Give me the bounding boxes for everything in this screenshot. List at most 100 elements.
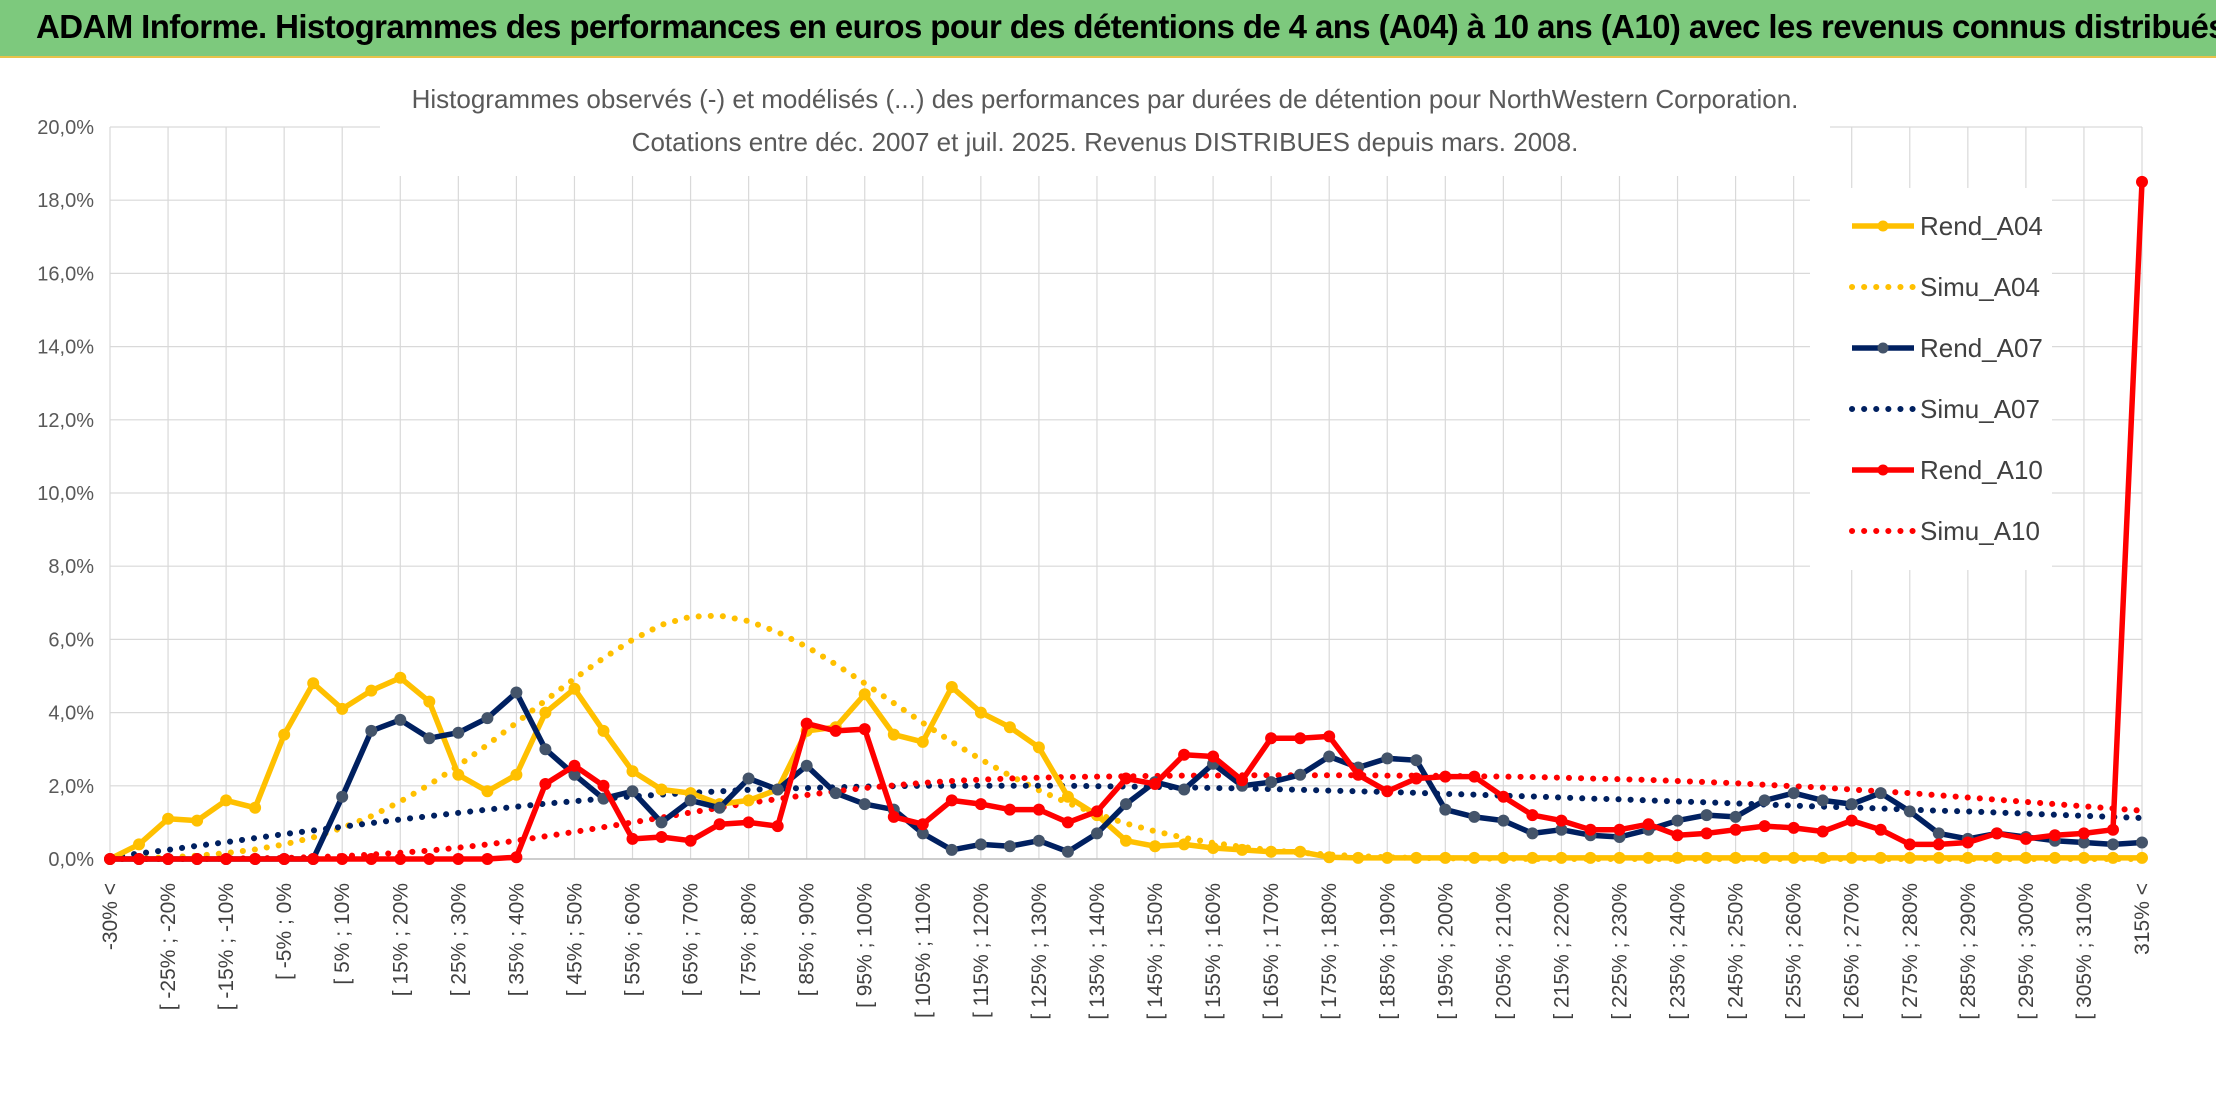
y-tick-label: 8,0% (48, 556, 94, 578)
legend-label-simu-a04: Simu_A04 (1920, 272, 2040, 302)
y-tick-label: 20,0% (37, 117, 94, 139)
x-tick-label: [ 215% ; 220% (1550, 883, 1573, 1020)
data-point-rend-a10 (220, 853, 233, 865)
data-point-rend-a10 (1526, 809, 1539, 822)
x-tick-label: [ 175% ; 180% (1318, 883, 1341, 1020)
data-point-rend-a04 (336, 702, 349, 715)
data-point-rend-a04 (858, 688, 871, 701)
x-tick-label: [ 125% ; 130% (1028, 883, 1051, 1020)
data-point-rend-a04 (481, 785, 494, 798)
chart-subtitle: Cotations entre déc. 2007 et juil. 2025.… (632, 127, 1579, 157)
data-point-rend-a10 (1265, 732, 1278, 745)
legend-label-simu-a10: Simu_A10 (1920, 516, 2040, 546)
x-tick-label: [ 225% ; 230% (1608, 883, 1631, 1020)
data-point-rend-a04 (1555, 851, 1568, 864)
data-point-rend-a10 (655, 831, 668, 843)
data-point-rend-a04 (1352, 851, 1365, 864)
data-point-rend-a07 (2107, 838, 2119, 851)
data-point-rend-a07 (1439, 803, 1452, 816)
data-point-rend-a07 (2136, 836, 2148, 849)
data-point-rend-a04 (1874, 851, 1887, 864)
x-tick-label: [ -5% ; 0% (273, 883, 296, 980)
data-point-rend-a07 (510, 686, 523, 699)
x-tick-label: [ 65% ; 70% (680, 883, 703, 996)
data-point-rend-a10 (1816, 825, 1829, 838)
legend-label-rend-a04: Rend_A04 (1920, 211, 2043, 241)
data-point-rend-a07 (1294, 768, 1307, 781)
data-point-rend-a10 (539, 778, 552, 790)
y-tick-label: 2,0% (48, 776, 94, 798)
data-point-rend-a04 (452, 768, 465, 781)
data-point-rend-a04 (597, 724, 610, 737)
x-tick-label: [ -25% ; -20% (157, 883, 180, 1010)
data-point-rend-a04 (1816, 851, 1829, 864)
data-point-rend-a04 (1381, 851, 1394, 864)
data-point-rend-a10 (1468, 770, 1481, 783)
data-point-rend-a07 (481, 712, 494, 725)
data-point-rend-a10 (104, 853, 116, 865)
data-point-rend-a07 (974, 838, 987, 851)
data-point-rend-a04 (2136, 851, 2148, 864)
data-point-rend-a07 (742, 772, 755, 785)
data-point-rend-a04 (133, 838, 145, 851)
data-point-rend-a07 (1468, 810, 1481, 823)
data-point-rend-a10 (742, 816, 755, 829)
data-point-rend-a04 (1265, 845, 1278, 858)
x-tick-label: [ 275% ; 280% (1899, 883, 1922, 1020)
series-line-rend-a04 (107, 675, 2145, 862)
data-point-rend-a04 (974, 706, 987, 719)
data-point-rend-a10 (307, 853, 320, 865)
x-tick-label: [ 55% ; 60% (622, 883, 645, 996)
data-point-rend-a04 (1061, 790, 1074, 803)
data-point-rend-a04 (1787, 851, 1800, 864)
x-tick-label: [ 5% ; 10% (331, 883, 354, 985)
data-point-rend-a10 (626, 832, 639, 845)
y-tick-label: 4,0% (48, 703, 94, 725)
data-point-rend-a10 (597, 779, 610, 792)
data-point-rend-a10 (945, 794, 958, 807)
data-point-rend-a07 (423, 732, 436, 745)
data-point-rend-a07 (1323, 750, 1336, 763)
y-tick-label: 12,0% (37, 410, 94, 432)
data-point-rend-a04 (1120, 834, 1132, 847)
y-axis: 0,0% 2,0% 4,0% 6,0% 8,0% 10,0% 12,0% 14,0% 16,0%… (37, 117, 94, 871)
data-point-rend-a07 (1932, 827, 1945, 840)
data-point-rend-a10 (336, 853, 349, 865)
data-point-rend-a04 (1903, 851, 1916, 864)
x-tick-label: [ 155% ; 160% (1202, 883, 1225, 1020)
x-tick-label: [ 205% ; 210% (1492, 883, 1515, 1020)
data-point-rend-a10 (1003, 803, 1016, 816)
data-point-rend-a10 (1990, 827, 2003, 840)
data-point-rend-a04 (887, 728, 900, 741)
x-tick-label: [ 115% ; 120% (970, 883, 993, 1018)
data-point-rend-a07 (1410, 754, 1423, 767)
data-point-rend-a04 (1236, 843, 1249, 856)
data-point-rend-a07 (858, 798, 871, 811)
data-point-rend-a04 (916, 735, 929, 748)
data-point-rend-a10 (2107, 823, 2119, 836)
data-point-rend-a04 (1642, 851, 1655, 864)
data-point-rend-a10 (1671, 829, 1684, 842)
data-point-rend-a04 (1410, 851, 1423, 864)
data-point-rend-a07 (1120, 798, 1132, 811)
data-point-rend-a10 (1613, 823, 1626, 836)
legend-label-rend-a07: Rend_A07 (1920, 333, 2043, 363)
data-point-rend-a10 (771, 820, 784, 833)
data-point-rend-a10 (1091, 805, 1103, 818)
data-point-rend-a07 (452, 726, 465, 739)
data-point-rend-a10 (1555, 814, 1568, 827)
data-point-rend-a10 (1642, 818, 1655, 831)
data-point-rend-a04 (626, 765, 639, 778)
x-tick-label: [ 235% ; 240% (1667, 883, 1690, 1020)
data-point-rend-a10 (1903, 838, 1916, 851)
data-point-rend-a10 (713, 818, 726, 831)
data-point-rend-a04 (1845, 851, 1858, 864)
data-point-rend-a07 (365, 724, 378, 737)
data-point-rend-a07 (829, 787, 842, 800)
data-point-rend-a10 (423, 853, 436, 865)
data-point-rend-a04 (1497, 851, 1510, 864)
data-point-rend-a04 (2077, 851, 2090, 864)
data-point-rend-a07 (1178, 783, 1191, 796)
data-point-rend-a04 (1323, 851, 1336, 864)
